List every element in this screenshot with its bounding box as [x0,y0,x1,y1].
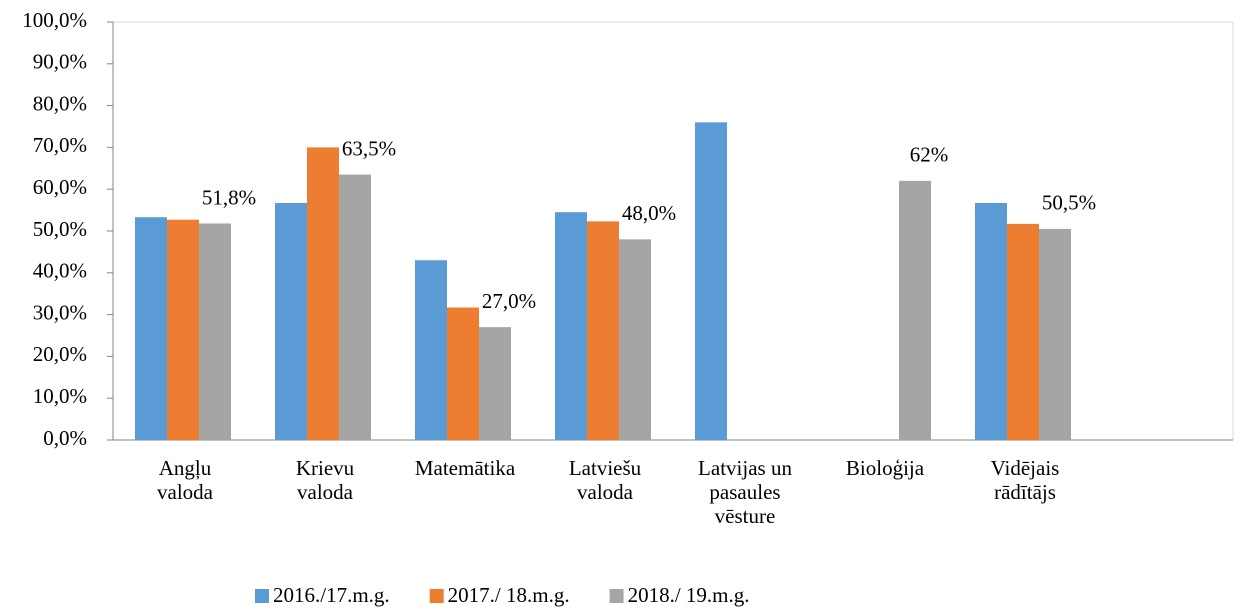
y-tick-label: 30,0% [33,300,87,324]
legend-swatch [609,589,624,603]
x-tick-label: Angļu valoda [157,456,213,504]
bar [199,223,231,440]
legend-label: 2017./ 18.m.g. [448,583,570,607]
bar [275,202,307,440]
x-tick-label: Vidējais rādītājs [990,456,1060,504]
y-tick-label: 0,0% [43,426,87,450]
y-tick-label: 80,0% [33,91,87,115]
bar [1007,223,1039,440]
y-tick-label: 20,0% [33,342,87,366]
y-tick-label: 50,0% [33,217,87,241]
legend-swatch [429,589,444,603]
bar [619,239,651,440]
bar [447,307,479,440]
data-label: 51,8% [202,185,256,209]
legend-label: 2016./17.m.g. [273,583,390,607]
bar [555,212,587,440]
bar [899,180,931,440]
y-tick-label: 10,0% [33,384,87,408]
x-tick-label: Latvijas un pasaules vēsture [698,456,792,528]
x-tick-label: Matemātika [414,456,516,480]
data-label: 62% [910,143,949,167]
bar [1039,228,1071,440]
bar [695,122,727,440]
data-label: 27,0% [482,289,536,313]
data-label: 48,0% [622,201,676,225]
bar [307,147,339,440]
bar [167,219,199,440]
bar [479,327,511,440]
bar [415,260,447,440]
x-tick-label: Krievu valoda [295,456,355,504]
x-tick-label: Bioloģija [845,456,925,480]
bar [587,221,619,440]
y-tick-label: 70,0% [33,133,87,157]
data-label: 63,5% [342,136,396,160]
y-tick-label: 40,0% [33,259,87,283]
x-tick-label: Latviešu valoda [568,456,642,504]
bar [339,174,371,440]
legend-label: 2018./ 19.m.g. [628,583,750,607]
bar [135,217,167,440]
data-label: 50,5% [1042,191,1096,215]
y-tick-label: 90,0% [33,50,87,74]
y-tick-label: 100,0% [22,8,87,32]
bar [975,202,1007,440]
legend-swatch [255,589,269,603]
y-tick-label: 60,0% [33,175,87,199]
